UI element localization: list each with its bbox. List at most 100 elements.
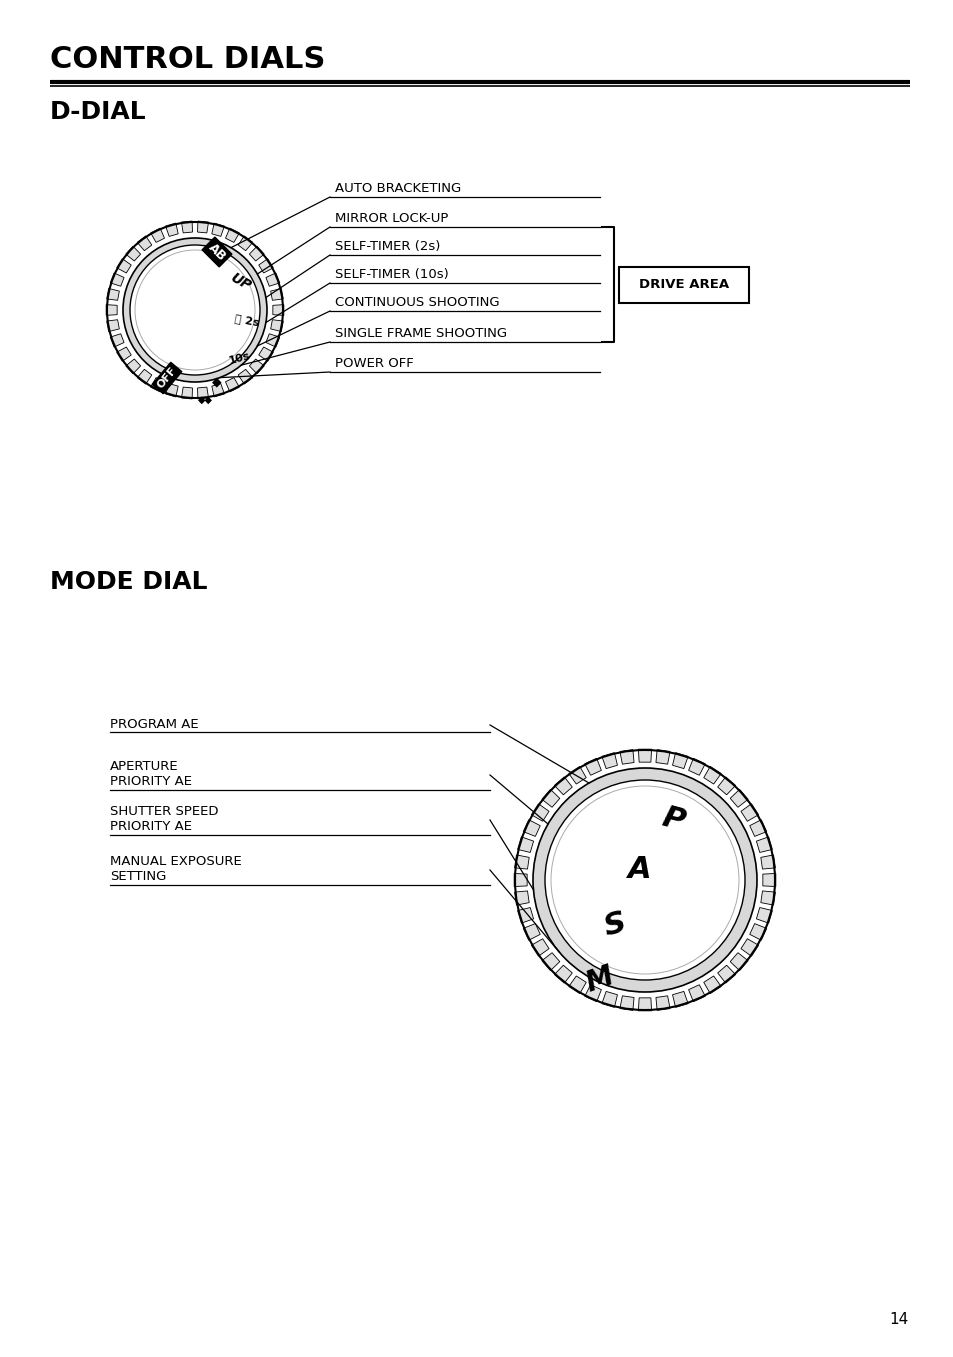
Polygon shape	[111, 273, 124, 286]
Text: P: P	[658, 803, 687, 837]
Text: M: M	[581, 962, 618, 997]
Polygon shape	[703, 767, 720, 784]
Polygon shape	[554, 776, 572, 795]
Polygon shape	[137, 236, 152, 251]
Text: CONTROL DIALS: CONTROL DIALS	[50, 45, 325, 75]
Polygon shape	[531, 803, 549, 821]
Polygon shape	[756, 908, 772, 923]
Text: D-DIAL: D-DIAL	[50, 100, 147, 123]
Polygon shape	[601, 753, 617, 768]
Polygon shape	[554, 965, 572, 984]
Polygon shape	[126, 360, 140, 373]
Polygon shape	[514, 855, 529, 868]
Text: MANUAL EXPOSURE
SETTING: MANUAL EXPOSURE SETTING	[110, 855, 241, 883]
Polygon shape	[749, 820, 766, 836]
Text: ◆: ◆	[212, 376, 222, 388]
Text: DRIVE AREA: DRIVE AREA	[639, 278, 728, 290]
Text: POWER OFF: POWER OFF	[335, 357, 414, 370]
Polygon shape	[729, 953, 747, 970]
Polygon shape	[688, 985, 704, 1001]
Polygon shape	[688, 759, 704, 775]
Polygon shape	[249, 360, 264, 373]
Polygon shape	[717, 776, 735, 795]
Text: UP: UP	[227, 270, 253, 293]
Text: S: S	[600, 908, 629, 942]
Polygon shape	[584, 985, 600, 1001]
Polygon shape	[238, 236, 253, 251]
Polygon shape	[729, 790, 747, 807]
Text: SELF-TIMER (2s): SELF-TIMER (2s)	[335, 240, 440, 252]
Polygon shape	[601, 992, 617, 1007]
Polygon shape	[106, 305, 117, 315]
Polygon shape	[522, 924, 539, 940]
Polygon shape	[517, 837, 533, 852]
Polygon shape	[258, 347, 274, 361]
Polygon shape	[107, 320, 119, 331]
Polygon shape	[672, 753, 687, 768]
Text: SINGLE FRAME SHOOTING: SINGLE FRAME SHOOTING	[335, 327, 507, 341]
Polygon shape	[619, 749, 634, 764]
Circle shape	[551, 786, 739, 974]
Polygon shape	[266, 273, 279, 286]
Polygon shape	[760, 855, 775, 868]
Polygon shape	[760, 892, 775, 905]
Polygon shape	[271, 289, 283, 300]
Polygon shape	[212, 384, 224, 396]
Polygon shape	[126, 246, 140, 261]
Text: ⏰ 2s: ⏰ 2s	[233, 313, 260, 327]
Polygon shape	[638, 997, 651, 1011]
Text: CONTINUOUS SHOOTING: CONTINUOUS SHOOTING	[335, 296, 499, 309]
Polygon shape	[111, 334, 124, 347]
Polygon shape	[249, 246, 264, 261]
Text: 10s: 10s	[228, 350, 252, 365]
Polygon shape	[151, 377, 164, 392]
Text: SHUTTER SPEED
PRIORITY AE: SHUTTER SPEED PRIORITY AE	[110, 805, 218, 833]
Polygon shape	[166, 384, 178, 396]
Polygon shape	[656, 749, 669, 764]
Text: A: A	[627, 855, 651, 885]
Polygon shape	[740, 939, 758, 957]
Polygon shape	[238, 369, 253, 384]
Polygon shape	[271, 320, 283, 331]
Polygon shape	[266, 334, 279, 347]
Polygon shape	[273, 305, 284, 315]
Polygon shape	[541, 953, 559, 970]
Polygon shape	[212, 223, 224, 236]
Polygon shape	[522, 820, 539, 836]
Polygon shape	[740, 803, 758, 821]
Text: AUTO BRACKETING: AUTO BRACKETING	[335, 182, 460, 195]
Polygon shape	[166, 223, 178, 236]
Polygon shape	[568, 767, 586, 784]
Circle shape	[123, 237, 267, 383]
Polygon shape	[107, 289, 119, 300]
Circle shape	[135, 250, 254, 370]
Text: MIRROR LOCK-UP: MIRROR LOCK-UP	[335, 212, 448, 225]
Polygon shape	[181, 387, 193, 399]
Polygon shape	[672, 992, 687, 1007]
Polygon shape	[568, 976, 586, 993]
Polygon shape	[656, 996, 669, 1011]
Polygon shape	[514, 892, 529, 905]
Polygon shape	[531, 939, 549, 957]
Polygon shape	[137, 369, 152, 384]
Polygon shape	[717, 965, 735, 984]
Polygon shape	[762, 874, 775, 886]
FancyBboxPatch shape	[618, 266, 748, 303]
Polygon shape	[258, 259, 274, 273]
Polygon shape	[584, 759, 600, 775]
Polygon shape	[151, 228, 164, 243]
Polygon shape	[197, 387, 209, 399]
Circle shape	[130, 246, 260, 375]
Text: 14: 14	[889, 1312, 908, 1327]
Text: SELF-TIMER (10s): SELF-TIMER (10s)	[335, 267, 448, 281]
Polygon shape	[197, 221, 209, 233]
Text: APERTURE
PRIORITY AE: APERTURE PRIORITY AE	[110, 760, 192, 788]
Polygon shape	[181, 221, 193, 233]
Polygon shape	[703, 976, 720, 993]
Circle shape	[544, 780, 744, 980]
Polygon shape	[756, 837, 772, 852]
Polygon shape	[116, 347, 132, 361]
Polygon shape	[116, 259, 132, 273]
Polygon shape	[749, 924, 766, 940]
Text: MODE DIAL: MODE DIAL	[50, 570, 208, 594]
